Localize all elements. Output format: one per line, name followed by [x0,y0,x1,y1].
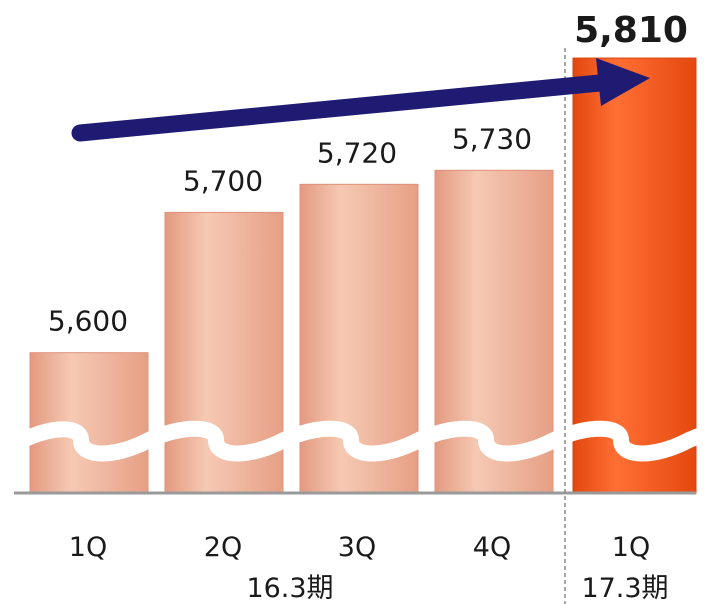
value-label-5: 5,810 [574,10,688,51]
axis-break-wave [9,420,708,462]
x-tick-label-5: 1Q [612,532,650,563]
bar-1 [29,352,149,494]
x-tick-label-2: 2Q [204,532,242,563]
x-tick-labels: 1Q 2Q 3Q 4Q 1Q [69,532,650,563]
value-labels: 5,600 5,700 5,720 5,730 5,810 [48,10,688,338]
value-label-3: 5,720 [317,136,397,169]
x-tick-label-1: 1Q [69,532,107,563]
period-label-2: 17.3期 [581,573,668,604]
bar-5 [572,57,697,494]
trend-arrow-head [596,58,650,106]
axis-break-marks [9,420,708,462]
value-label-2: 5,700 [183,164,263,197]
value-label-1: 5,600 [48,305,128,338]
period-label-1: 16.3期 [246,573,333,604]
trend-arrow [71,58,650,142]
bars [29,57,697,494]
bar-4 [434,169,554,494]
x-tick-label-3: 3Q [338,532,376,563]
x-tick-label-4: 4Q [473,532,511,563]
trend-arrow-shaft [71,73,619,142]
value-label-4: 5,730 [452,122,532,155]
period-labels: 16.3期 17.3期 [246,573,668,604]
